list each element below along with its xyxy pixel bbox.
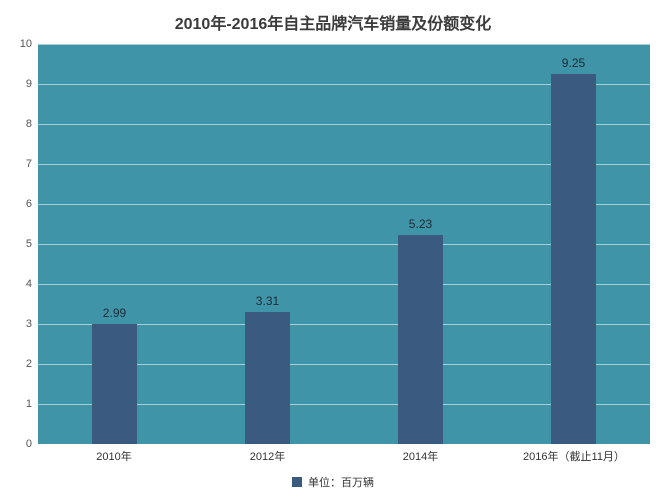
y-tick-label: 5 bbox=[26, 238, 38, 250]
y-tick-label: 9 bbox=[26, 78, 38, 90]
x-tick-label: 2010年 bbox=[38, 444, 190, 464]
plot-area: 012345678910 2.993.315.239.25 2010年2012年… bbox=[38, 44, 650, 444]
x-tick-label: 2012年 bbox=[192, 444, 343, 464]
grid-line bbox=[38, 44, 650, 45]
bar-value-label: 3.31 bbox=[256, 294, 279, 308]
bar-value-label: 5.23 bbox=[409, 217, 432, 231]
x-axis-cell: 2012年 bbox=[191, 444, 344, 464]
bar: 5.23 bbox=[398, 235, 444, 444]
y-tick-label: 10 bbox=[20, 38, 38, 50]
x-axis: 2010年2012年2014年2016年（截止11月） bbox=[38, 444, 650, 464]
x-tick-label: 2016年（截止11月） bbox=[498, 444, 650, 464]
bar: 2.99 bbox=[92, 324, 138, 444]
bar: 3.31 bbox=[245, 312, 291, 444]
bar: 9.25 bbox=[551, 74, 597, 444]
legend-label: 单位：百万辆 bbox=[308, 474, 374, 490]
y-tick-label: 1 bbox=[26, 398, 38, 410]
x-axis-cell: 2016年（截止11月） bbox=[497, 444, 650, 464]
x-axis-cell: 2010年 bbox=[38, 444, 191, 464]
x-tick-label: 2014年 bbox=[345, 444, 496, 464]
y-tick-label: 6 bbox=[26, 198, 38, 210]
legend-swatch bbox=[292, 477, 302, 487]
y-tick-label: 7 bbox=[26, 158, 38, 170]
chart-title: 2010年-2016年自主品牌汽车销量及份额变化 bbox=[0, 0, 666, 40]
y-tick-label: 0 bbox=[26, 438, 38, 450]
bar-value-label: 2.99 bbox=[103, 306, 126, 320]
chart-container: 2010年-2016年自主品牌汽车销量及份额变化 0 1 2 3 4 5 6 7 8 9 10 2.… bbox=[0, 0, 666, 500]
x-axis-cell: 2014年 bbox=[344, 444, 497, 464]
y-tick-label: 2 bbox=[26, 358, 38, 370]
legend: 单位：百万辆 bbox=[292, 474, 374, 490]
y-tick-label: 8 bbox=[26, 118, 38, 130]
y-tick-label: 4 bbox=[26, 278, 38, 290]
y-tick-label: 3 bbox=[26, 318, 38, 330]
bar-value-label: 9.25 bbox=[562, 56, 585, 70]
